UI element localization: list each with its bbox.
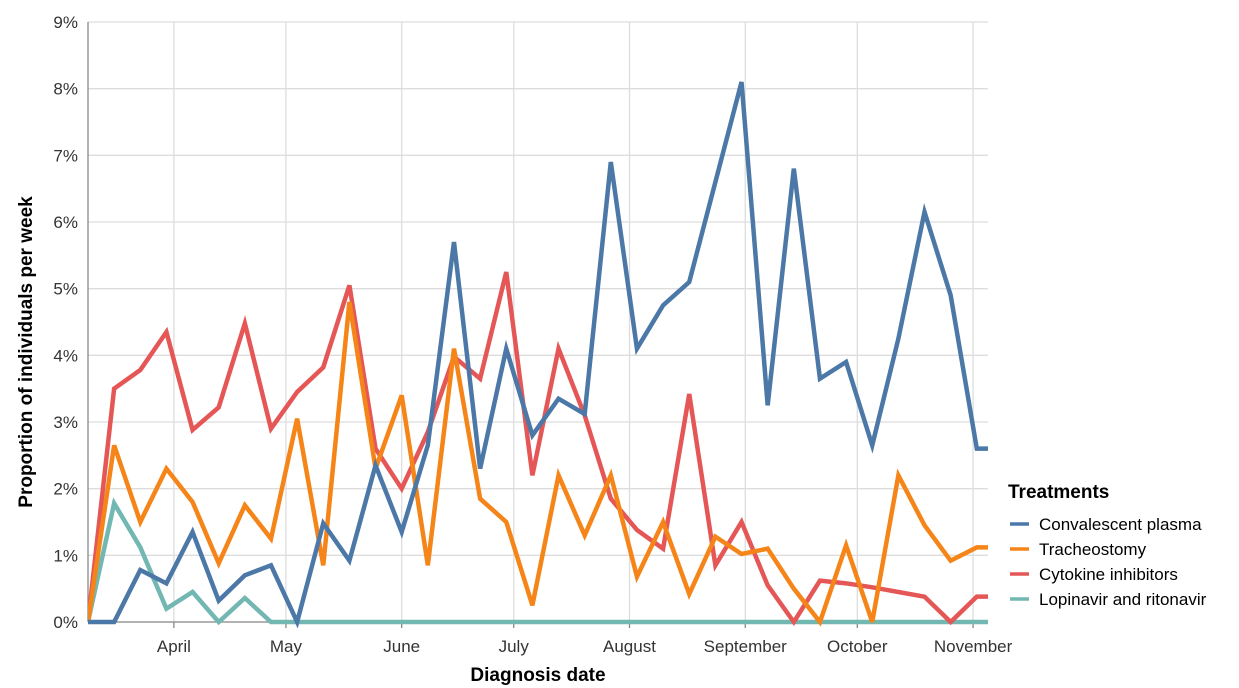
legend-label: Lopinavir and ritonavir: [1039, 590, 1207, 609]
y-tick-label: 3%: [53, 413, 78, 432]
y-tick-label: 1%: [53, 546, 78, 565]
legend-label: Convalescent plasma: [1039, 515, 1202, 534]
x-tick-label: November: [934, 637, 1013, 656]
y-tick-label: 5%: [53, 280, 78, 299]
y-tick-label: 4%: [53, 346, 78, 365]
legend-item: Lopinavir and ritonavir: [1010, 590, 1207, 609]
legend-item: Convalescent plasma: [1010, 515, 1202, 534]
x-tick-label: August: [603, 637, 656, 656]
x-tick-label: May: [270, 637, 303, 656]
y-tick-label: 7%: [53, 146, 78, 165]
x-tick-label: April: [157, 637, 191, 656]
series-line-lopinavir-and-ritonavir: [88, 497, 988, 626]
y-tick-label: 8%: [53, 80, 78, 99]
x-axis-title: Diagnosis date: [470, 665, 605, 686]
series-line-tracheostomy: [88, 301, 988, 627]
legend-item: Cytokine inhibitors: [1010, 565, 1178, 584]
grid: [88, 21, 988, 623]
y-tick-label: 9%: [53, 13, 78, 32]
y-tick-label: 0%: [53, 613, 78, 632]
x-tick-label: June: [383, 637, 420, 656]
y-tick-label: 2%: [53, 480, 78, 499]
legend-title: Treatments: [1008, 482, 1109, 503]
series-line-cytokine-inhibitors: [88, 271, 988, 627]
legend: Treatments Convalescent plasma Tracheosto…: [1008, 482, 1207, 609]
x-tick-label: September: [704, 637, 787, 656]
x-tick-label: October: [827, 637, 888, 656]
y-tick-label: 6%: [53, 213, 78, 232]
legend-items: Convalescent plasma Tracheostomy Cytokine …: [1010, 515, 1207, 609]
series-line-convalescent-plasma: [88, 81, 988, 628]
y-axis-title: Proportion of individuals per week: [16, 196, 37, 508]
series-lines: [88, 81, 988, 628]
x-tick-label: July: [499, 637, 530, 656]
legend-label: Tracheostomy: [1039, 540, 1147, 559]
legend-item: Tracheostomy: [1010, 540, 1147, 559]
axes: 0% 1% 2% 3% 4% 5% 6% 7% 8% 9% April May June July Augu…: [53, 13, 1012, 656]
legend-label: Cytokine inhibitors: [1039, 565, 1178, 584]
